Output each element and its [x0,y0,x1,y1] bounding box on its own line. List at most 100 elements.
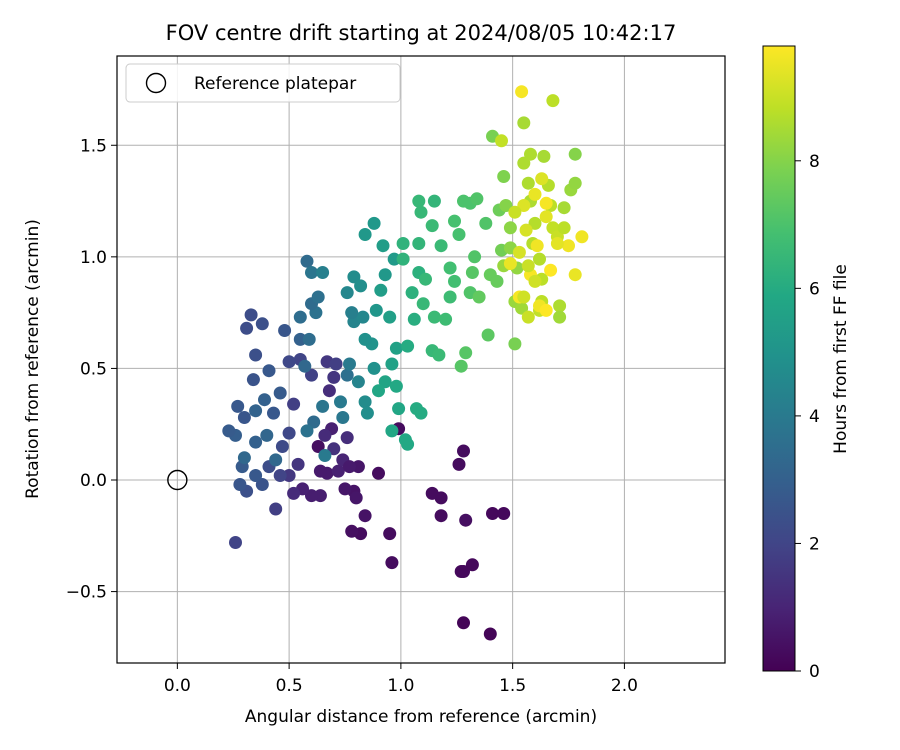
data-point [419,272,432,286]
data-point [358,332,372,346]
colorbar-gradient [762,45,796,672]
data-point [345,306,359,320]
data-point [347,270,361,284]
x-tick-label: 2.0 [611,676,638,696]
data-point [528,216,542,230]
data-point [412,237,426,250]
data-point [481,328,495,342]
data-point [336,411,350,424]
data-point [434,509,448,523]
data-point [258,393,271,407]
x-axis-label: Angular distance from reference (arcmin) [245,707,597,727]
chart-title: FOV centre drift starting at 2024/08/05 … [166,21,677,45]
data-point [434,491,448,505]
data-point [396,237,410,250]
data-point [512,245,526,259]
x-tick-label: 0.5 [276,676,303,696]
data-point [300,424,314,438]
data-point [311,290,325,304]
data-point [465,266,479,279]
data-point [293,332,307,346]
data-point [313,464,327,478]
data-point [452,457,466,471]
data-point [262,364,276,378]
data-point [387,252,401,266]
data-point [358,509,372,523]
data-point [553,299,567,313]
data-point [515,301,529,315]
y-tick-label: 1.5 [80,136,107,156]
data-point [282,355,296,369]
data-point [401,339,415,353]
colorbar-tick-label: 2 [809,534,820,554]
data-point [316,266,330,279]
data-point [528,274,542,288]
data-point [282,469,296,482]
data-point [392,402,406,416]
data-point [519,223,533,237]
data-point [434,239,448,253]
data-point [425,219,439,233]
legend-box [125,63,401,103]
plot-frame [116,55,726,664]
data-point [517,199,531,212]
data-point [340,368,354,382]
data-point [443,290,457,304]
data-point [533,252,546,266]
data-point [343,460,356,474]
data-point [282,426,296,440]
legend: Reference platepar [125,63,401,103]
y-tick-label: 0.0 [80,471,107,491]
data-point [327,442,341,456]
data-point [503,257,517,270]
colorbar-tick-label: 4 [809,407,820,427]
data-point [385,357,399,371]
data-point [351,460,365,474]
data-point [479,216,493,230]
data-point [398,433,412,447]
data-point [269,502,283,516]
data-point [334,395,347,409]
data-point [287,486,301,500]
y-tick-label: −0.5 [66,583,107,603]
data-point [231,399,245,413]
data-point [457,616,470,630]
data-point [432,348,446,362]
y-tick-label: 1.0 [80,248,107,268]
data-point [313,489,327,503]
data-point [358,228,372,241]
data-point [454,359,468,373]
data-point [521,259,535,273]
reference-platepar-marker [167,469,188,491]
data-point [553,310,567,324]
data-point [305,489,318,503]
data-point [356,310,370,324]
data-point [389,379,403,393]
data-point [568,147,582,161]
data-point [311,440,325,453]
data-point [546,94,560,108]
data-point [374,283,388,297]
data-point [255,317,269,331]
data-point [383,527,397,541]
data-point [343,357,356,371]
data-point [278,324,292,337]
axis-ticks: 0.0 0.5 1.0 1.5 2.0 −0.5 0.0 0.5 1.0 1.5 [66,136,638,696]
data-point [345,524,359,538]
data-point [240,321,254,335]
data-point [557,221,571,235]
data-point [260,428,274,442]
data-point [291,457,305,471]
colorbar-tick-label: 0 [809,662,820,682]
data-point [329,357,343,371]
x-tick-label: 0.0 [164,676,191,696]
data-point [524,147,537,161]
data-point [249,435,263,449]
data-point [318,449,332,462]
x-tick-label: 1.0 [387,676,414,696]
data-point [222,424,236,438]
data-point [372,384,385,398]
data-point [521,310,535,324]
data-point [229,536,242,549]
